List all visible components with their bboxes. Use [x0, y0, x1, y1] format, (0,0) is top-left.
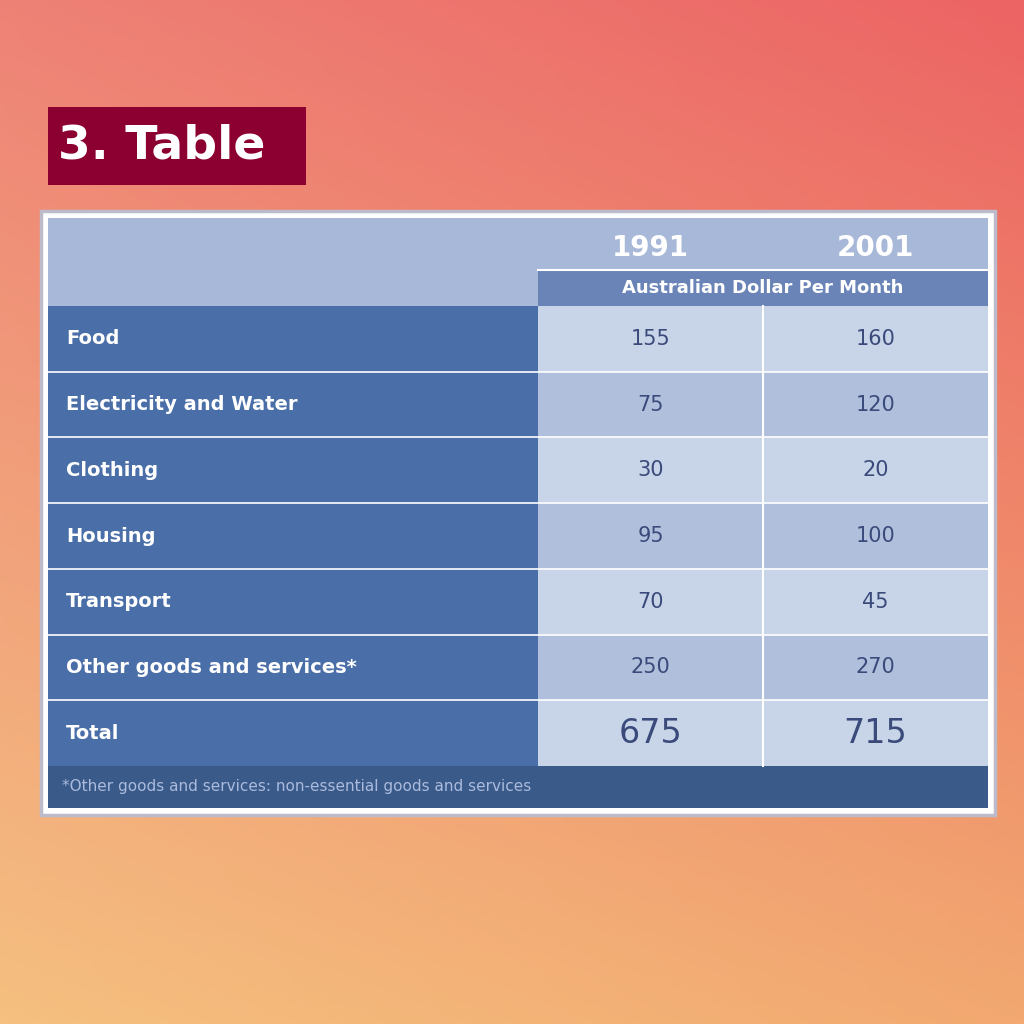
- Text: 100: 100: [856, 526, 895, 546]
- Bar: [763, 700, 988, 766]
- Text: 3. Table: 3. Table: [57, 124, 265, 169]
- Text: Australian Dollar Per Month: Australian Dollar Per Month: [623, 279, 904, 297]
- Bar: [48, 503, 538, 569]
- Text: Other goods and services*: Other goods and services*: [66, 658, 356, 677]
- Bar: [48, 306, 538, 372]
- Text: *Other goods and services: non-essential goods and services: *Other goods and services: non-essential…: [62, 779, 531, 795]
- Text: 715: 715: [844, 717, 907, 750]
- Text: 250: 250: [631, 657, 671, 678]
- Text: 95: 95: [637, 526, 664, 546]
- Bar: [48, 569, 538, 635]
- Text: 45: 45: [862, 592, 889, 611]
- Text: Housing: Housing: [66, 526, 156, 546]
- Bar: [538, 503, 763, 569]
- Text: Transport: Transport: [66, 592, 172, 611]
- Bar: [763, 635, 988, 700]
- Text: Electricity and Water: Electricity and Water: [66, 395, 298, 414]
- Bar: [763, 372, 988, 437]
- Text: 155: 155: [631, 329, 671, 349]
- Text: 270: 270: [856, 657, 895, 678]
- Text: 160: 160: [856, 329, 895, 349]
- Text: Food: Food: [66, 330, 120, 348]
- Bar: [538, 569, 763, 635]
- Bar: [538, 437, 763, 503]
- Bar: [48, 106, 306, 185]
- Text: Total: Total: [66, 724, 120, 742]
- Text: 70: 70: [637, 592, 664, 611]
- Bar: [538, 306, 763, 372]
- Bar: [48, 372, 538, 437]
- Text: 30: 30: [637, 460, 664, 480]
- Bar: [763, 569, 988, 635]
- Bar: [763, 437, 988, 503]
- Text: 1991: 1991: [612, 234, 689, 262]
- Bar: [538, 372, 763, 437]
- Bar: [763, 503, 988, 569]
- Bar: [41, 211, 995, 815]
- Bar: [538, 700, 763, 766]
- Bar: [763, 306, 988, 372]
- Bar: [538, 635, 763, 700]
- Bar: [41, 211, 995, 815]
- Text: 20: 20: [862, 460, 889, 480]
- Bar: [538, 270, 988, 306]
- Text: 120: 120: [856, 394, 895, 415]
- Bar: [48, 218, 988, 306]
- Text: 2001: 2001: [837, 234, 914, 262]
- Text: 75: 75: [637, 394, 664, 415]
- Bar: [48, 635, 538, 700]
- Text: 675: 675: [618, 717, 682, 750]
- Bar: [48, 437, 538, 503]
- Bar: [48, 766, 988, 808]
- Bar: [48, 700, 538, 766]
- Text: Clothing: Clothing: [66, 461, 158, 480]
